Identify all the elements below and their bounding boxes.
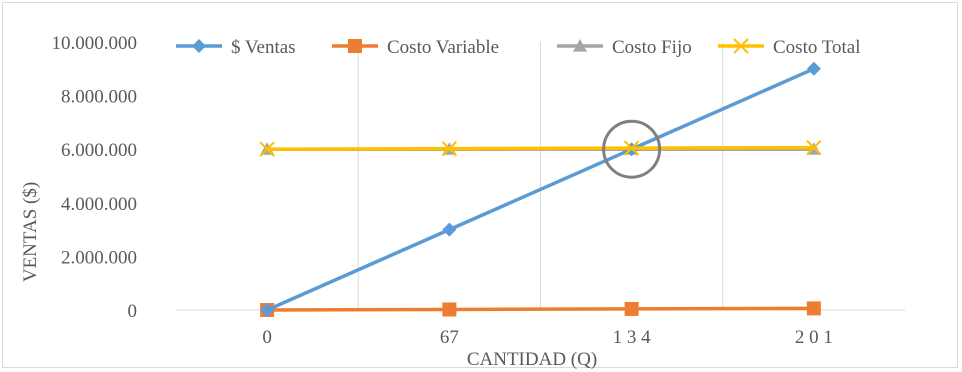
data-point-ventas [806,61,821,76]
series-layer [259,61,822,317]
y-axis-title: VENTAS ($) [20,182,41,282]
x-tick-label: 0 [262,327,272,348]
annotation-layer [602,119,662,179]
legend-label-costo-total: Costo Total [773,37,861,58]
x-marker-stroke [623,140,640,156]
data-point-costo-total [623,140,640,156]
series-line-ventas [266,67,815,312]
legend-label-costo-variable: Costo Variable [387,37,499,58]
y-tick-label: 8.000.000 [61,87,137,108]
break-even-circle [602,119,662,179]
y-tick-label: 10.000.000 [52,33,138,54]
legend-marker-ventas [192,39,206,53]
data-point-costo-total [259,141,275,157]
legend-label-ventas: $ Ventas [231,37,296,58]
y-tick-label: 2.000.000 [61,247,137,268]
data-point-ventas [260,303,275,317]
series-line-costo-total [267,145,814,151]
legend-marker-costo-total [733,38,749,54]
y-tick-label: 6.000.000 [61,140,137,161]
data-point-ventas [442,222,457,237]
data-point-costo-total [441,140,458,157]
x-tick-label: 2 0 1 [795,327,833,348]
x-tick-label: 67 [440,327,459,348]
legend-label-costo-fijo: Costo Fijo [612,37,692,58]
grid-layer [357,42,724,310]
x-marker-stroke [441,140,458,157]
y-tick-label: 0 [128,301,138,322]
x-marker-stroke [806,139,822,156]
legend-marker-costo-variable [348,39,362,53]
legend: $ Ventas Costo Variable Costo Fijo Costo To… [176,37,861,58]
axis-layer: 0 2.000.000 4.000.000 6.000.000 8.000.000 10.… [52,33,905,348]
x-marker-stroke [733,38,749,54]
data-point-costo-variable [806,301,821,316]
x-tick-label: 1 3 4 [613,327,652,348]
x-axis-title: CANTIDAD (Q) [467,349,597,370]
y-tick-label: 4.000.000 [61,194,137,215]
data-point-costo-variable [624,301,639,316]
x-marker-stroke [259,141,275,157]
data-point-costo-variable [442,302,457,317]
legend-marker-costo-fijo [573,39,587,52]
data-point-costo-total [806,139,822,156]
series-line-costo-variable [267,306,814,312]
